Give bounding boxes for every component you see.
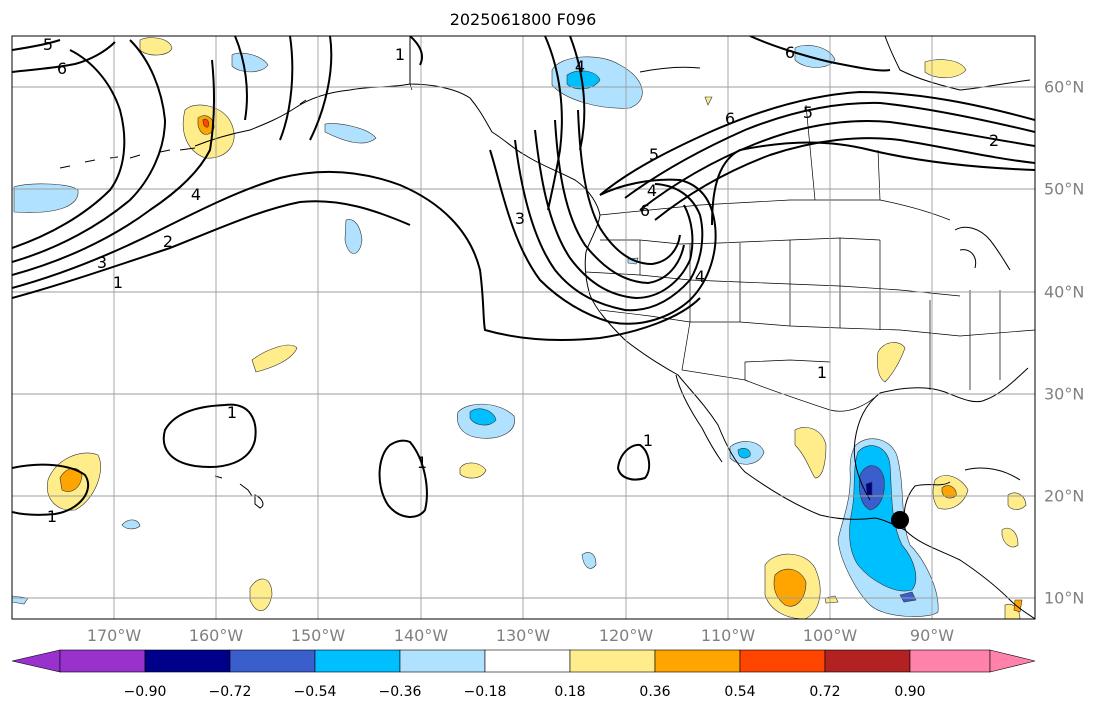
storm-location-marker bbox=[891, 511, 909, 529]
colorbar-bin bbox=[739, 649, 826, 673]
lon-label: 140°W bbox=[393, 626, 449, 645]
colorbar-tick-label: 0.90 bbox=[894, 684, 926, 700]
lat-label: 30°N bbox=[1044, 384, 1085, 404]
colorbar-tick-label: 0.36 bbox=[639, 684, 671, 700]
colorbar-bin bbox=[399, 649, 486, 673]
contour-label: 3 bbox=[515, 209, 525, 228]
contour-label: 4 bbox=[647, 181, 657, 200]
anomaly-shading bbox=[12, 37, 1027, 619]
colorbar-bin bbox=[144, 649, 231, 673]
colorbar-bin bbox=[654, 649, 741, 673]
contour-label: 5 bbox=[803, 103, 813, 122]
lon-label: 130°W bbox=[495, 626, 551, 645]
contour-label: 1 bbox=[395, 45, 405, 64]
colorbar-tick-label: −0.36 bbox=[378, 684, 422, 700]
lat-label: 20°N bbox=[1044, 486, 1085, 506]
contour-label: 1 bbox=[817, 363, 827, 382]
colorbar-tick-label: 0.72 bbox=[809, 684, 841, 700]
map-title: 2025061800 F096 bbox=[449, 10, 597, 29]
contour-label: 6 bbox=[725, 109, 735, 128]
lat-label: 10°N bbox=[1044, 588, 1085, 608]
lat-label: 40°N bbox=[1044, 282, 1085, 302]
lon-label: 150°W bbox=[290, 626, 346, 645]
lon-label: 100°W bbox=[802, 626, 858, 645]
coastlines bbox=[59, 36, 1035, 619]
colorbar bbox=[11, 649, 1036, 673]
colorbar-tick-label: −0.18 bbox=[463, 684, 507, 700]
grid-lines bbox=[12, 36, 1035, 619]
contour-label: 1 bbox=[113, 273, 123, 292]
lon-label: 120°W bbox=[598, 626, 654, 645]
colorbar-bin bbox=[229, 649, 316, 673]
contour-label: 1 bbox=[417, 453, 427, 472]
contour-label: 1 bbox=[227, 403, 237, 422]
colorbar-max-extension bbox=[989, 649, 1036, 673]
colorbar-tick-label: −0.54 bbox=[293, 684, 337, 700]
political-borders bbox=[409, 83, 1035, 412]
contour-label: 6 bbox=[57, 59, 67, 78]
lon-label: 110°W bbox=[700, 626, 756, 645]
colorbar-bin bbox=[569, 649, 656, 673]
colorbar-bin bbox=[909, 649, 991, 673]
colorbar-bin bbox=[484, 649, 571, 673]
lon-label: 90°W bbox=[909, 626, 955, 645]
contour-label: 1 bbox=[643, 431, 653, 450]
colorbar-tick-label: −0.90 bbox=[123, 684, 167, 700]
colorbar-tick-label: 0.54 bbox=[724, 684, 756, 700]
contour-label: 4 bbox=[191, 185, 201, 204]
colorbar-bin bbox=[59, 649, 146, 673]
lat-label: 50°N bbox=[1044, 179, 1085, 199]
contour-label: 6 bbox=[785, 43, 795, 62]
contour-label: 4 bbox=[575, 57, 585, 76]
contour-label: 5 bbox=[43, 35, 53, 54]
colorbar-tick-label: 0.18 bbox=[554, 684, 586, 700]
lon-label: 170°W bbox=[86, 626, 142, 645]
height-contours bbox=[12, 36, 1035, 518]
contour-label: 5 bbox=[649, 145, 659, 164]
contour-label: 2 bbox=[989, 131, 999, 150]
colorbar-min-extension bbox=[11, 649, 61, 673]
colorbar-tick-label: −0.72 bbox=[208, 684, 252, 700]
contour-label: 2 bbox=[163, 232, 173, 251]
lon-label: 160°W bbox=[188, 626, 244, 645]
contour-label: 4 bbox=[695, 267, 705, 286]
contour-label: 1 bbox=[47, 507, 57, 526]
contour-labels: 5 6 4 3 2 1 1 3 4 5 4 6 6 5 4 2 6 1 1 1 … bbox=[43, 35, 999, 526]
colorbar-bin bbox=[824, 649, 911, 673]
lat-label: 60°N bbox=[1044, 77, 1085, 97]
contour-label: 3 bbox=[97, 253, 107, 272]
map-frame bbox=[11, 35, 1036, 620]
contour-label: 6 bbox=[640, 201, 650, 220]
colorbar-bin bbox=[314, 649, 401, 673]
